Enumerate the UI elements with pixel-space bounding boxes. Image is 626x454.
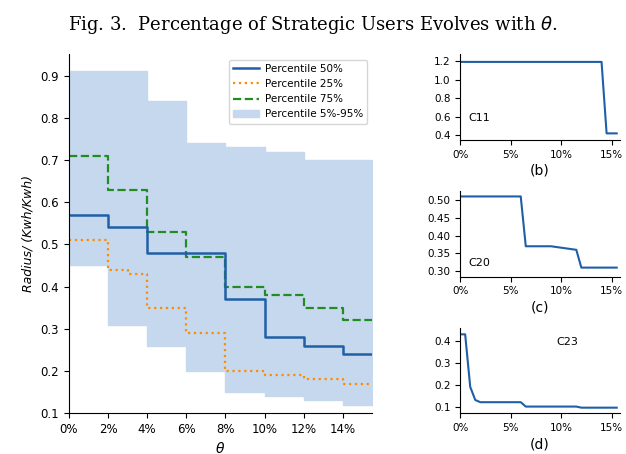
Percentile 25% [319,377,327,382]
Percentile 50% [124,225,131,230]
Percentile 25% [163,305,170,311]
Percentile 75% [280,292,288,298]
Percentile 50% [143,250,151,256]
Percentile 25% [212,330,219,336]
Percentile 50% [222,296,229,302]
Percentile 25% [124,271,131,276]
Percentile 25% [133,271,141,276]
Percentile 25% [300,377,307,382]
Text: Fig. 3.  Percentage of Strategic Users Evolves with $\theta$.: Fig. 3. Percentage of Strategic Users Ev… [68,14,558,35]
Percentile 75% [368,318,376,323]
Percentile 25% [222,368,229,374]
Percentile 50% [85,212,92,217]
Percentile 50% [202,250,210,256]
Text: C23: C23 [556,337,578,347]
Text: (d): (d) [530,437,550,451]
Percentile 50% [280,335,288,340]
Line: Percentile 75%: Percentile 75% [69,156,372,321]
Percentile 50% [300,343,307,348]
Percentile 50% [105,225,112,230]
Text: C11: C11 [468,113,490,123]
Percentile 75% [65,153,73,158]
X-axis label: $\theta$: $\theta$ [215,441,225,454]
Text: C20: C20 [468,258,490,268]
Percentile 50% [368,351,376,357]
Percentile 75% [319,305,327,311]
Percentile 50% [339,351,347,357]
Percentile 25% [241,368,249,374]
Text: (b): (b) [530,164,550,178]
Text: (c): (c) [531,301,549,315]
Line: Percentile 25%: Percentile 25% [69,240,372,384]
Percentile 75% [222,284,229,289]
Percentile 25% [339,381,347,386]
Percentile 50% [241,296,249,302]
Percentile 25% [261,372,269,378]
Percentile 75% [163,229,170,234]
Percentile 25% [202,330,210,336]
Percentile 75% [85,153,92,158]
Percentile 50% [163,250,170,256]
Percentile 50% [183,250,190,256]
Percentile 75% [261,292,269,298]
Percentile 25% [114,267,121,272]
Percentile 25% [105,267,112,272]
Percentile 75% [202,254,210,260]
Percentile 75% [183,254,190,260]
Percentile 50% [65,212,73,217]
Percentile 75% [143,229,151,234]
Percentile 25% [65,237,73,243]
Percentile 75% [241,284,249,289]
Y-axis label: Radius/ (Kwh/Kwh): Radius/ (Kwh/Kwh) [22,175,35,292]
Percentile 25% [368,381,376,386]
Line: Percentile 50%: Percentile 50% [69,215,372,354]
Percentile 25% [183,330,190,336]
Percentile 50% [319,343,327,348]
Percentile 50% [261,335,269,340]
Percentile 25% [280,372,288,378]
Percentile 25% [85,237,92,243]
Percentile 75% [339,318,347,323]
Percentile 25% [143,305,151,311]
Percentile 75% [124,187,131,192]
Percentile 75% [300,305,307,311]
Percentile 75% [105,187,112,192]
Legend: Percentile 50%, Percentile 25%, Percentile 75%, Percentile 5%-95%: Percentile 50%, Percentile 25%, Percenti… [229,59,367,123]
